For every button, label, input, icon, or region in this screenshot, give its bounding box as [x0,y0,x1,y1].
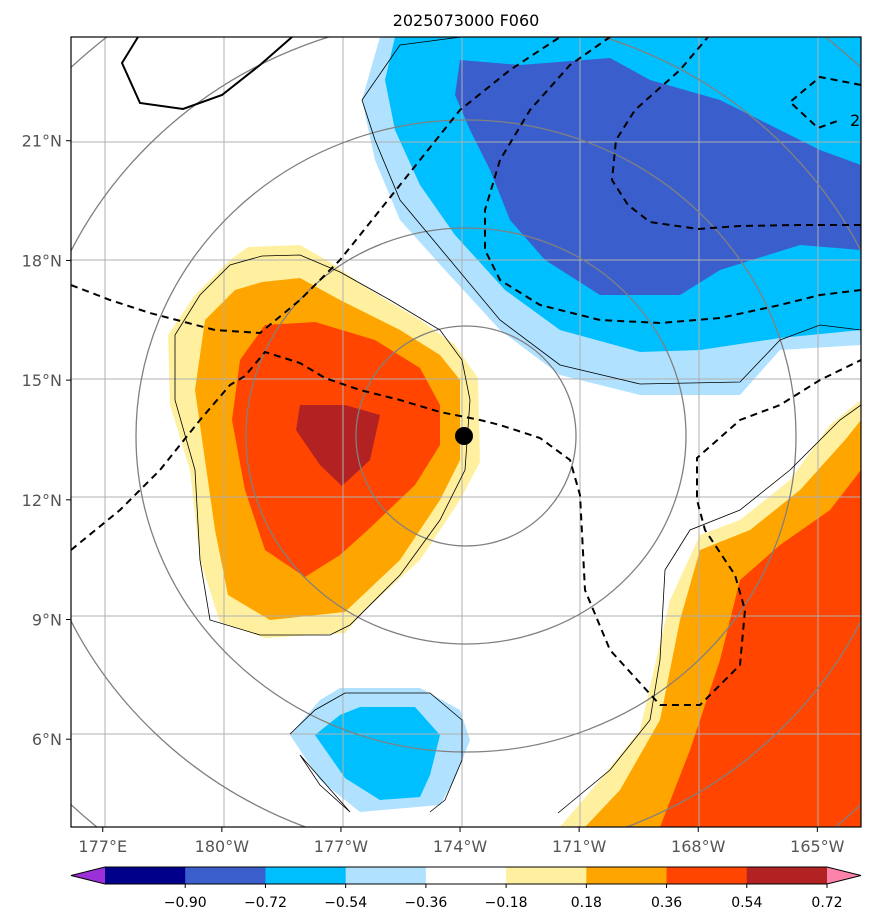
colorbar-extend-high [827,867,861,884]
pos-blob-level-072 [296,405,380,486]
y-tick-label: 6°N [32,730,62,749]
colorbar-swatch [506,867,587,884]
chart-title: 2025073000 F060 [393,11,540,30]
colorbar-swatch [425,867,507,884]
thick-black-contour [120,37,293,111]
storm-center-marker [455,427,473,445]
colorbar-tick-label: 0.36 [651,895,682,911]
dashed-contours [71,37,861,706]
colorbar-tick-label: −0.18 [485,895,528,911]
x-tick-label: 177°E [78,837,127,856]
plot-frame [70,36,862,828]
colorbar-tick-label: −0.90 [164,895,207,911]
colorbar-swatch [265,867,347,884]
x-tick-label: 165°W [790,837,845,856]
colorbar-extend-low [71,867,105,884]
pos-se-level-054 [660,470,861,827]
thin-black-contours [174,37,861,814]
colorbar-tick-label: −0.72 [244,895,287,911]
y-tick-label: 9°N [32,611,62,630]
colorbar-tick-label: 0.18 [571,895,602,911]
colorbar-swatch [746,867,828,884]
colorbar-swatch [666,867,748,884]
grid [71,37,861,827]
neg-ne-level-054 [455,58,861,295]
colorbar-swatch [345,867,427,884]
y-axis-ticks: 21°N 18°N 15°N 12°N 9°N 6°N [22,132,71,749]
x-tick-label: 180°W [195,837,250,856]
x-tick-label: 171°W [552,837,607,856]
x-tick-label: 174°W [433,837,488,856]
colorbar-swatch [185,867,266,884]
colorbar: −0.90 −0.72 −0.54 −0.36 −0.18 0.18 0.36 0.54 0.7… [70,866,862,911]
contour-label: 2 [850,111,860,130]
x-axis-ticks: 177°E 180°W 177°W 174°W 171°W 168°W 165°W [78,827,845,856]
x-tick-label: 168°W [671,837,726,856]
colorbar-tick-label: −0.54 [324,895,367,911]
x-tick-label: 177°W [314,837,369,856]
colorbar-tick-label: 0.72 [811,895,842,911]
colorbar-swatch [586,867,668,884]
y-tick-label: 12°N [22,491,62,510]
colorbar-outline [70,866,862,885]
y-tick-label: 18°N [22,251,62,270]
colorbar-tick-label: −0.36 [404,895,447,911]
y-tick-label: 15°N [22,371,62,390]
colorbar-swatch [105,867,186,884]
colorbar-tick-label: 0.54 [731,895,762,911]
y-tick-label: 21°N [22,132,62,151]
